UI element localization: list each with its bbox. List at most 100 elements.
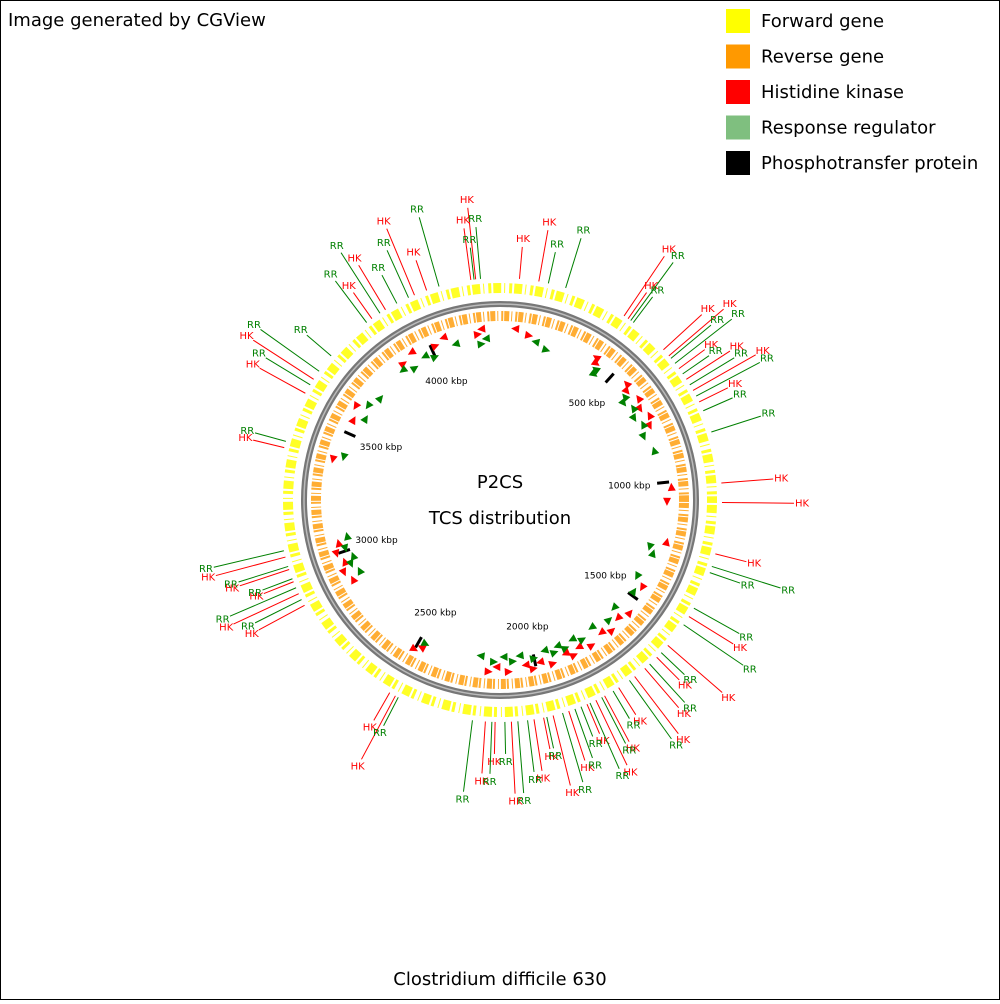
feature-leader — [469, 247, 475, 280]
feature-leader — [688, 616, 734, 645]
feature-label: HK — [662, 245, 677, 256]
feature-leader — [612, 690, 630, 719]
tick-label: 3500 kbp — [360, 443, 403, 453]
credit: Image generated by CGView — [8, 10, 266, 31]
feature-leader — [463, 228, 472, 280]
feature-leader — [340, 252, 381, 314]
legend-swatch — [726, 44, 750, 69]
backbone-highlight — [303, 303, 697, 697]
feature-label: HK — [508, 797, 523, 808]
feature-label: RR — [741, 581, 755, 592]
feature-marker — [631, 404, 639, 414]
feature-marker — [628, 413, 637, 422]
feature-marker — [541, 345, 551, 353]
feature-marker — [592, 366, 602, 375]
caption: Clostridium difficile 630 — [393, 969, 606, 990]
feature-label: RR — [294, 325, 308, 336]
feature-leader — [565, 238, 582, 289]
tick-label: 1000 kbp — [608, 482, 651, 492]
feature-marker — [603, 616, 613, 626]
feature-leader — [623, 255, 665, 317]
feature-marker — [353, 400, 362, 410]
feature-leader — [258, 604, 305, 631]
feature-marker — [338, 567, 347, 577]
feature-marker — [351, 575, 359, 585]
feature-marker — [611, 602, 620, 611]
feature-label: HK — [456, 215, 471, 226]
feature-marker — [350, 551, 359, 561]
feature-leader — [252, 339, 314, 380]
feature-leader — [711, 415, 761, 433]
feature-label: RR — [528, 775, 542, 786]
feature-marker — [340, 452, 349, 462]
feature-leader — [510, 721, 516, 794]
feature-label: RR — [247, 320, 261, 331]
legend-label: Phosphotransfer protein — [761, 153, 978, 174]
feature-label: RR — [578, 785, 592, 796]
feature-label: HK — [701, 304, 716, 315]
feature-label: HK — [733, 643, 748, 654]
legend-swatch — [726, 151, 750, 175]
feature-marker — [598, 627, 607, 636]
feature-marker — [606, 627, 616, 637]
feature-leader — [627, 292, 647, 319]
feature-label: HK — [460, 195, 475, 206]
feature-leader — [213, 550, 284, 568]
feature-marker — [529, 655, 539, 664]
center-title: P2CS — [477, 472, 523, 493]
feature-label: RR — [377, 238, 391, 249]
feature-marker — [451, 339, 461, 347]
feature-label: RR — [517, 796, 531, 807]
feature-label: HK — [201, 573, 216, 584]
feature-leader — [580, 706, 594, 737]
feature-leader — [632, 296, 653, 323]
feature-marker — [430, 343, 440, 352]
feature-leader — [254, 599, 302, 624]
feature-leader — [695, 361, 761, 397]
feature-label: HK — [704, 340, 719, 351]
feature-leader — [353, 292, 373, 319]
feature-leader — [489, 721, 493, 774]
feature-label: HK — [225, 583, 240, 594]
feature-label: HK — [377, 216, 392, 227]
feature-label: RR — [499, 757, 513, 768]
feature-label: RR — [734, 349, 748, 360]
feature-label: HK — [623, 767, 638, 778]
feature-label: RR — [252, 349, 266, 360]
feature-marker — [421, 351, 431, 359]
feature-leader — [686, 350, 731, 380]
tick-mark — [338, 548, 351, 555]
feature-label: RR — [410, 205, 424, 216]
feature-leader — [656, 656, 680, 681]
feature-marker — [409, 365, 419, 374]
feature-marker — [592, 355, 602, 363]
tick-mark — [428, 344, 437, 357]
feature-label: RR — [199, 564, 213, 575]
feature-leader — [674, 318, 733, 364]
feature-label: RR — [709, 346, 723, 357]
feature-marker — [399, 364, 409, 373]
feature-marker — [628, 587, 637, 597]
feature-leader — [504, 721, 507, 754]
feature-label: RR — [483, 777, 497, 788]
feature-marker — [508, 657, 518, 666]
feature-label: RR — [669, 740, 683, 751]
feature-marker — [398, 361, 407, 370]
feature-label: HK — [580, 763, 595, 774]
feature-leader — [262, 578, 293, 591]
feature-leader — [386, 228, 415, 296]
feature-label: RR — [627, 720, 641, 731]
feature-label: HK — [596, 736, 611, 747]
feature-leader — [711, 565, 781, 589]
feature-marker — [548, 660, 558, 669]
feature-label: HK — [487, 757, 502, 768]
feature-leader — [254, 432, 287, 442]
feature-leader — [306, 334, 332, 357]
feature-label: HK — [723, 299, 738, 310]
feature-leader — [562, 712, 584, 783]
feature-leader — [634, 676, 679, 735]
feature-label: HK — [676, 735, 691, 746]
feature-label: RR — [324, 270, 338, 281]
feature-marker — [476, 652, 485, 661]
feature-leader — [703, 397, 733, 412]
